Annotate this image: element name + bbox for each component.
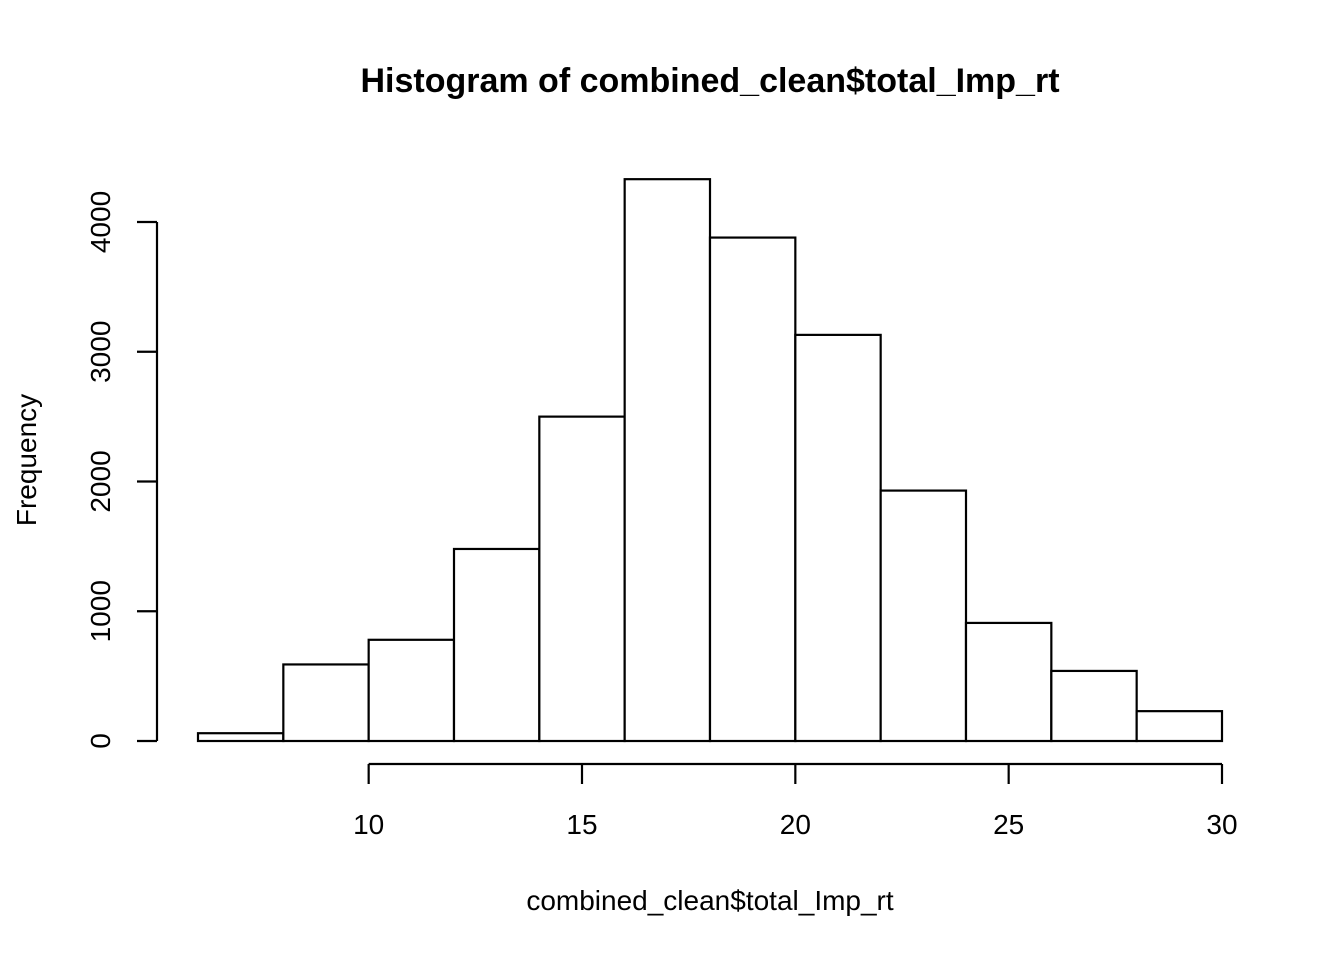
y-tick-label-0: 0 <box>85 733 116 749</box>
x-axis-label: combined_clean$total_Imp_rt <box>526 885 894 916</box>
x-tick-label-0: 10 <box>353 809 384 840</box>
histogram-bar-7 <box>794 333 882 743</box>
histogram-bar-8 <box>879 489 968 743</box>
y-tick-label-4: 4000 <box>85 191 116 253</box>
histogram-bar-6 <box>708 236 797 743</box>
y-axis-label: Frequency <box>11 394 42 526</box>
histogram-bar-10 <box>1050 669 1138 743</box>
y-tick-label-3: 3000 <box>85 321 116 383</box>
histogram-bar-5 <box>623 178 712 743</box>
histogram-bar-9 <box>964 621 1053 743</box>
x-tick-label-2: 20 <box>780 809 811 840</box>
histogram-bar-1 <box>282 663 370 743</box>
y-tick-label-1: 1000 <box>85 580 116 642</box>
y-tick-label-2: 2000 <box>85 450 116 512</box>
x-axis: 10 15 20 25 30 <box>353 762 1238 840</box>
y-axis: 0 1000 2000 3000 4000 <box>85 191 159 749</box>
histogram-bar-11 <box>1135 710 1224 743</box>
x-tick-label-3: 25 <box>993 809 1024 840</box>
chart-title: Histogram of combined_clean$total_Imp_rt <box>360 62 1059 100</box>
histogram-bar-3 <box>452 547 541 743</box>
histogram-bar-0 <box>196 732 285 743</box>
bars-group <box>196 178 1224 743</box>
histogram-bar-2 <box>367 638 456 743</box>
x-tick-label-1: 15 <box>566 809 597 840</box>
x-tick-label-4: 30 <box>1206 809 1237 840</box>
histogram-bar-4 <box>538 415 626 743</box>
